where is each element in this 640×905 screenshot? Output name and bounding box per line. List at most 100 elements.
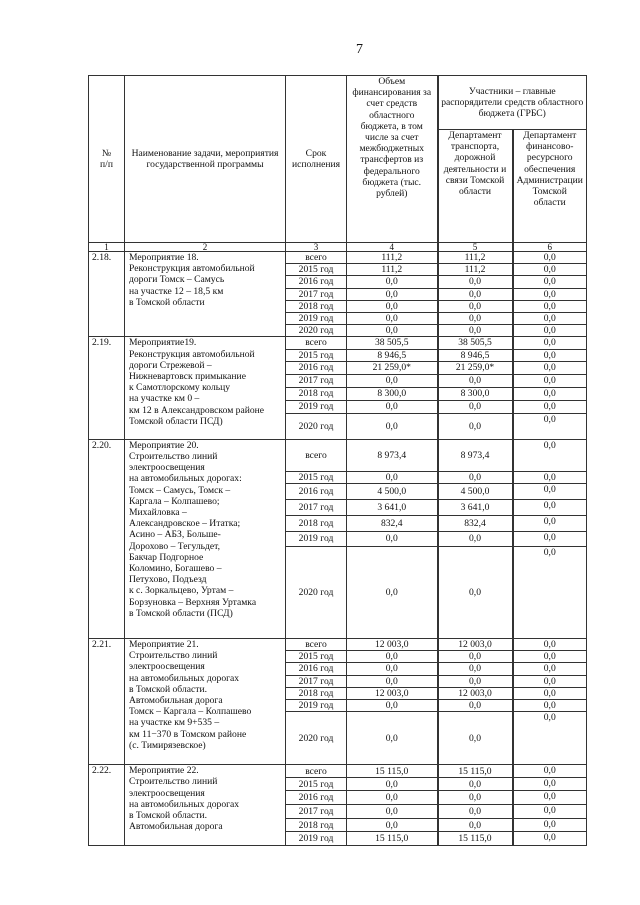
- finance-dept-cell: 0,0: [511, 483, 587, 501]
- period-cell: 2015 год: [285, 650, 347, 664]
- period-cell: всего: [285, 336, 347, 350]
- finance-dept-cell: 0,0: [511, 348, 587, 362]
- column-number: 3: [285, 242, 347, 252]
- finance-dept-cell: 0,0: [511, 312, 587, 326]
- table-row: 2.18. Мероприятие 18. Реконструкция автом…: [88, 250, 587, 338]
- finance-dept-cell: 0,0: [511, 399, 587, 414]
- transport-dept-cell: 0,0: [436, 546, 513, 640]
- transport-dept-cell: 0,0: [436, 531, 513, 548]
- task-number: 2.20.: [88, 438, 125, 640]
- finance-dept-cell: 0,0: [511, 711, 587, 766]
- total-funding-cell: 0,0: [346, 790, 438, 806]
- total-funding-cell: 8 973,4: [346, 438, 438, 472]
- table-row: 2019 год 0,0 0,0 0,0: [89, 312, 587, 326]
- period-cell: 2015 год: [285, 777, 347, 792]
- finance-dept-cell: 0,0: [511, 686, 587, 701]
- total-funding-cell: 0,0: [346, 312, 438, 326]
- task-number: 2.18.: [88, 250, 125, 338]
- table-row: 2018 год 12 003,0 12 003,0 0,0: [89, 686, 587, 701]
- transport-dept-cell: 0,0: [436, 711, 513, 766]
- table-row: 2016 год 4 500,0 4 500,0 0,0: [89, 483, 587, 501]
- finance-dept-cell: 0,0: [511, 470, 587, 485]
- table-row: 2017 год 0,0 0,0 0,0: [89, 674, 587, 688]
- transport-dept-cell: 12 003,0: [436, 638, 513, 652]
- finance-dept-cell: 0,0: [511, 662, 587, 676]
- total-funding-cell: 0,0: [346, 804, 438, 820]
- period-cell: 2016 год: [285, 790, 347, 806]
- finance-dept-cell: 0,0: [511, 531, 587, 548]
- transport-dept-cell: 21 259,0*: [436, 360, 513, 375]
- task-name: Мероприятие 21. Строительство линий элек…: [124, 638, 286, 766]
- table-row: 2018 год 832,4 832,4 0,0: [89, 515, 587, 533]
- transport-dept-cell: 0,0: [436, 804, 513, 820]
- period-cell: 2018 год: [285, 818, 347, 833]
- transport-dept-cell: 3 641,0: [436, 499, 513, 517]
- finance-dept-cell: 0,0: [511, 299, 587, 314]
- total-funding-cell: 0,0: [346, 662, 438, 676]
- transport-dept-cell: 0,0: [436, 777, 513, 792]
- table-row: 2016 год 0,0 0,0 0,0: [89, 790, 587, 806]
- period-cell: 2015 год: [285, 348, 347, 362]
- transport-dept-cell: 0,0: [436, 674, 513, 688]
- header-dept-transport: Департамент транспорта, дорожной деятель…: [436, 129, 513, 243]
- period-cell: 2019 год: [285, 399, 347, 414]
- period-cell: всего: [285, 638, 347, 652]
- task-number: 2.19.: [88, 336, 125, 440]
- total-funding-cell: 0,0: [346, 399, 438, 414]
- table-row: 2019 год 15 115,0 15 115,0 0,0: [89, 831, 587, 847]
- period-cell: 2020 год: [285, 324, 347, 338]
- period-cell: 2019 год: [285, 312, 347, 326]
- task-name: Мероприятие 18. Реконструкция автомобиль…: [124, 250, 286, 338]
- transport-dept-cell: 0,0: [436, 818, 513, 833]
- total-funding-cell: 0,0: [346, 650, 438, 664]
- total-funding-cell: 0,0: [346, 324, 438, 338]
- transport-dept-cell: 0,0: [436, 373, 513, 388]
- column-number: 2: [124, 242, 286, 252]
- transport-dept-cell: 0,0: [436, 470, 513, 485]
- task-name: Мероприятие 20. Строительство линий элек…: [124, 438, 286, 640]
- finance-dept-cell: 0,0: [511, 438, 587, 472]
- total-funding-cell: 0,0: [346, 777, 438, 792]
- finance-dept-cell: 0,0: [511, 764, 587, 779]
- task-number: 2.22.: [88, 764, 125, 847]
- transport-dept-cell: 0,0: [436, 299, 513, 314]
- period-cell: 2020 год: [285, 711, 347, 766]
- transport-dept-cell: 111,2: [436, 263, 513, 277]
- finance-dept-cell: 0,0: [511, 804, 587, 820]
- finance-dept-cell: 0,0: [511, 777, 587, 792]
- period-cell: 2015 год: [285, 263, 347, 277]
- period-cell: 2016 год: [285, 275, 347, 289]
- finance-dept-cell: 0,0: [511, 699, 587, 713]
- total-funding-cell: 0,0: [346, 299, 438, 314]
- table-row: 2017 год 0,0 0,0 0,0: [89, 287, 587, 301]
- total-funding-cell: 8 300,0: [346, 386, 438, 401]
- transport-dept-cell: 0,0: [436, 699, 513, 713]
- finance-dept-cell: 0,0: [511, 373, 587, 388]
- transport-dept-cell: 0,0: [436, 662, 513, 676]
- transport-dept-cell: 15 115,0: [436, 764, 513, 779]
- table-row: 2016 год 0,0 0,0 0,0: [89, 275, 587, 289]
- period-cell: всего: [285, 250, 347, 265]
- period-cell: 2017 год: [285, 373, 347, 388]
- transport-dept-cell: 0,0: [436, 275, 513, 289]
- period-cell: 2016 год: [285, 360, 347, 375]
- header-term: Срок исполнения: [285, 75, 347, 243]
- transport-dept-cell: 0,0: [436, 312, 513, 326]
- finance-dept-cell: 0,0: [511, 650, 587, 664]
- transport-dept-cell: 0,0: [436, 287, 513, 301]
- table-row: 2018 год 0,0 0,0 0,0: [89, 299, 587, 314]
- total-funding-cell: 0,0: [346, 373, 438, 388]
- period-cell: всего: [285, 764, 347, 779]
- total-funding-cell: 0,0: [346, 470, 438, 485]
- transport-dept-cell: 832,4: [436, 515, 513, 533]
- period-cell: 2017 год: [285, 674, 347, 688]
- column-number: 6: [511, 242, 587, 252]
- column-number: 1: [88, 242, 125, 252]
- finance-dept-cell: 0,0: [511, 275, 587, 289]
- table-row: 2015 год 8 946,5 8 946,5 0,0: [89, 348, 587, 362]
- table-row: 2015 год 0,0 0,0 0,0: [89, 777, 587, 792]
- table-row: 2.22. Мероприятие 22. Строительство линий…: [88, 764, 587, 847]
- finance-dept-cell: 0,0: [511, 790, 587, 806]
- table-row: 2015 год 111,2 111,2 0,0: [89, 263, 587, 277]
- total-funding-cell: 111,2: [346, 263, 438, 277]
